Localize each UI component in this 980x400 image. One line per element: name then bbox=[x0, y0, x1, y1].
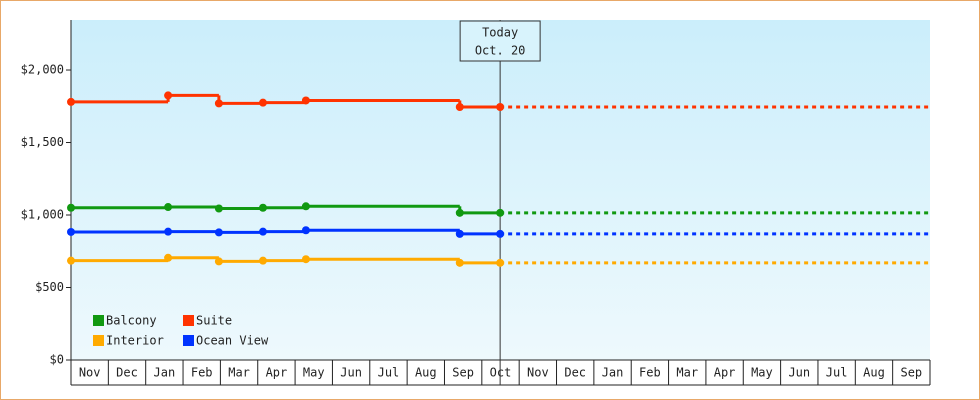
x-tick-label: Jul bbox=[826, 366, 848, 380]
x-tick-label: Jun bbox=[788, 366, 810, 380]
x-tick-label: Nov bbox=[79, 366, 101, 380]
x-tick-label: Mar bbox=[228, 366, 250, 380]
x-tick-label: Aug bbox=[415, 366, 437, 380]
y-tick-label: $1,500 bbox=[21, 135, 64, 149]
x-tick-label: May bbox=[751, 366, 773, 380]
x-tick-label: Sep bbox=[452, 366, 474, 380]
x-tick-label: Jan bbox=[154, 366, 176, 380]
x-tick-label: Aug bbox=[863, 366, 885, 380]
x-tick-label: May bbox=[303, 366, 325, 380]
legend-label: Suite bbox=[196, 314, 232, 328]
x-tick-label: Jun bbox=[340, 366, 362, 380]
legend-label: Ocean View bbox=[196, 334, 269, 348]
x-tick-label: Jan bbox=[602, 366, 624, 380]
y-tick-label: $500 bbox=[35, 280, 64, 294]
x-tick-label: Dec bbox=[116, 366, 138, 380]
legend-label: Balcony bbox=[106, 314, 157, 328]
y-tick-label: $1,000 bbox=[21, 208, 64, 222]
legend-swatch bbox=[183, 315, 194, 326]
x-tick-label: Dec bbox=[564, 366, 586, 380]
annotation-text: Oct. 20 bbox=[475, 44, 526, 58]
x-tick-label: Feb bbox=[191, 366, 213, 380]
y-tick-label: $0 bbox=[50, 353, 64, 367]
annotation-text: Today bbox=[482, 26, 518, 40]
x-tick-label: Nov bbox=[527, 366, 549, 380]
x-tick-label: Sep bbox=[900, 366, 922, 380]
y-tick-label: $2,000 bbox=[21, 63, 64, 77]
x-tick-label: Apr bbox=[714, 366, 736, 380]
x-tick-label: Mar bbox=[676, 366, 698, 380]
x-tick-label: Feb bbox=[639, 366, 661, 380]
legend-label: Interior bbox=[106, 334, 164, 348]
x-tick-label: Jul bbox=[378, 366, 400, 380]
annotation-box bbox=[459, 20, 541, 62]
x-tick-label: Apr bbox=[266, 366, 288, 380]
legend-swatch bbox=[93, 335, 104, 346]
legend-swatch bbox=[93, 315, 104, 326]
legend-swatch bbox=[183, 335, 194, 346]
